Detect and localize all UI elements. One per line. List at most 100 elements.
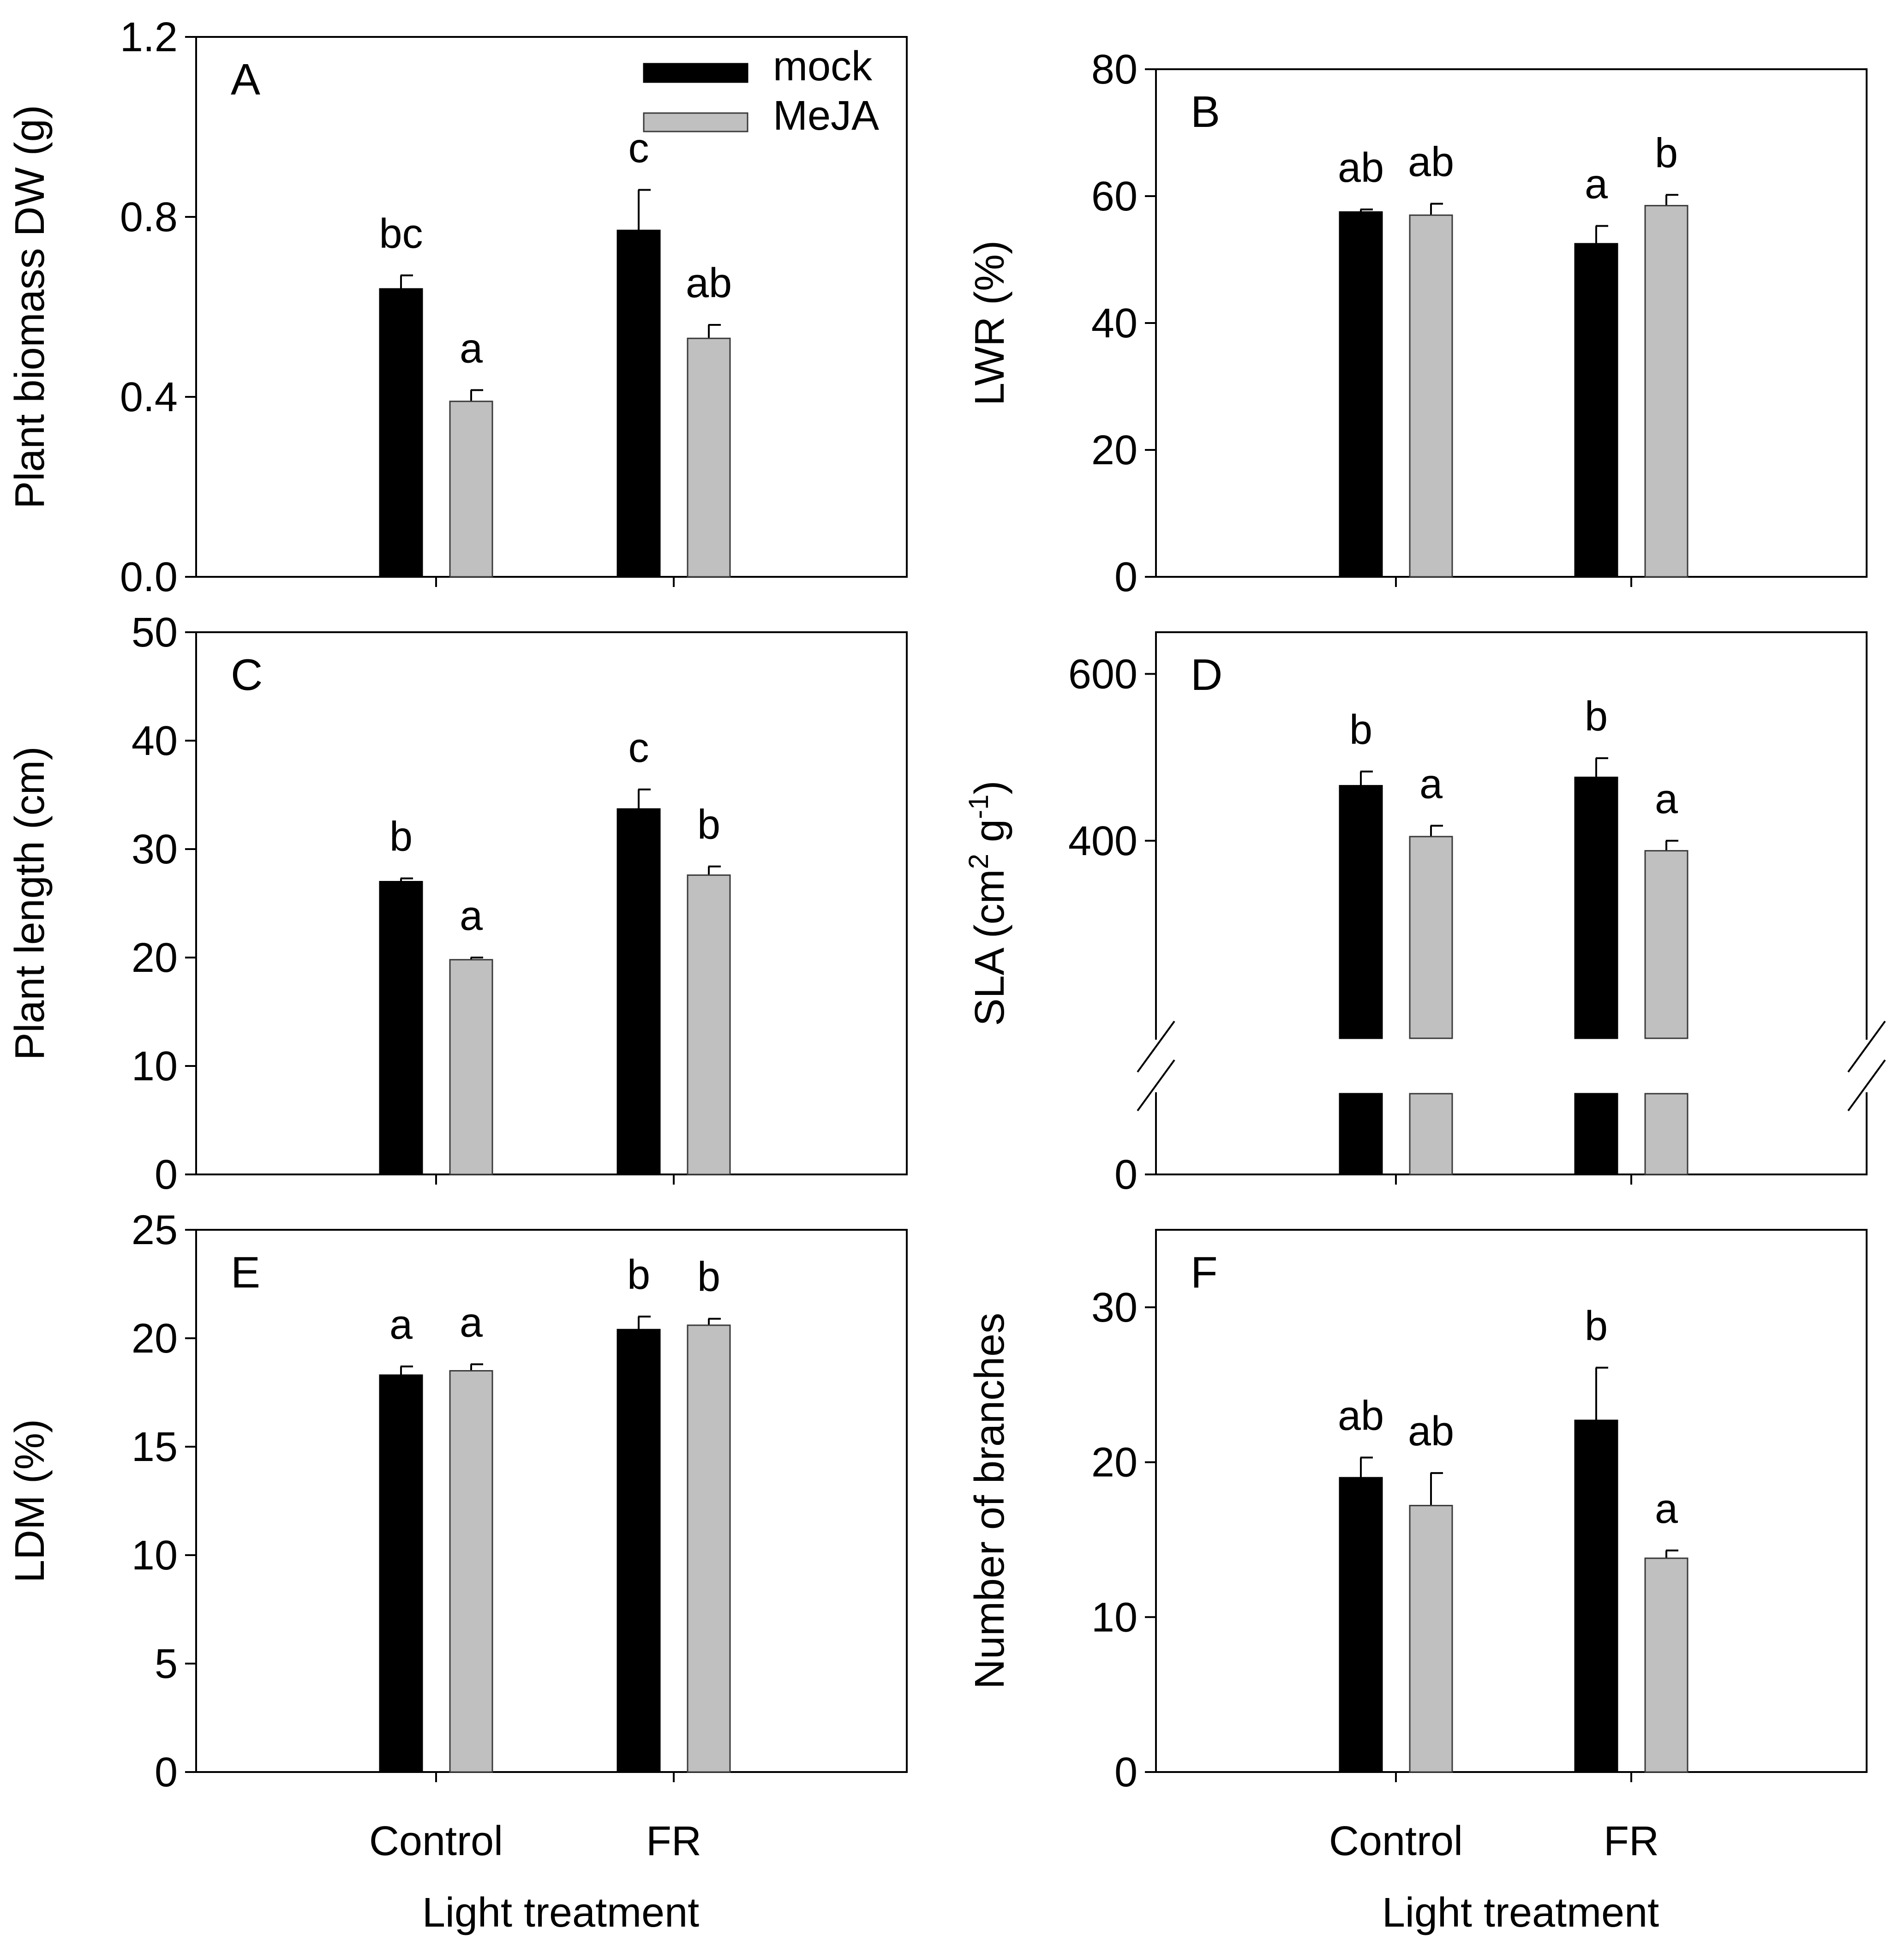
panel-a: 0.0 0.4 0.8 1.2 Plant biomass DW (g) bc c a ab A m… [7, 14, 908, 600]
significance-letter: bc [379, 211, 423, 257]
panel-letter: D [1191, 650, 1222, 700]
bar-meja-fr [687, 1324, 731, 1773]
significance-letter: a [460, 325, 483, 371]
x-tick-label: Control [369, 1818, 503, 1864]
y-axis-title: LDM (%) [7, 1419, 53, 1583]
plot-frame [1155, 1229, 1868, 1773]
y-tick-label: 30 [132, 826, 178, 873]
significance-letter: a [1655, 776, 1678, 822]
y-tick-label: 40 [1091, 300, 1138, 347]
plot-frame [1155, 631, 1868, 1175]
y-tick-label: 10 [132, 1043, 178, 1090]
y-tick-label: 60 [1091, 174, 1138, 220]
y-axis-title: Number of branches [967, 1313, 1013, 1689]
x-axis-title: Light treatment [1382, 1890, 1659, 1936]
y-tick-label: 0 [1114, 1152, 1138, 1198]
y-tick-label: 0.8 [120, 194, 178, 240]
significance-letter: b [1349, 707, 1372, 753]
bar-meja-control [1409, 1505, 1453, 1773]
significance-letter: ab [1408, 139, 1454, 186]
significance-letter: b [697, 1254, 720, 1300]
y-tick-label: 50 [132, 610, 178, 656]
bar-meja-fr-base [1644, 1093, 1688, 1175]
y-tick-label: 5 [155, 1641, 178, 1687]
x-tick-label: Control [1329, 1818, 1463, 1864]
y-axis-title: Plant biomass DW (g) [7, 105, 53, 509]
bar-mock-control [1339, 785, 1383, 1039]
significance-letter: c [629, 725, 649, 771]
plot-frame [195, 631, 908, 1175]
y-tick-label: 15 [132, 1424, 178, 1470]
axis-break-mark [1847, 1020, 1886, 1073]
bar-meja-control [449, 959, 493, 1175]
bar-mock-fr-base [1574, 1093, 1618, 1175]
bar-meja-fr [1644, 1557, 1688, 1773]
significance-letter: a [460, 1299, 483, 1346]
bar-mock-fr [1574, 1419, 1618, 1773]
bar-mock-control-base [1339, 1093, 1383, 1175]
y-axis-title: Plant length (cm) [7, 746, 53, 1060]
significance-letter: b [1585, 694, 1608, 740]
significance-letter: a [460, 893, 483, 939]
significance-letter: a [389, 1302, 413, 1348]
y-tick-label: 20 [132, 1316, 178, 1362]
plot-frame [195, 36, 908, 578]
y-tick-label: 30 [1091, 1285, 1138, 1331]
legend-label-mock: mock [773, 43, 873, 90]
bar-mock-fr [617, 1329, 661, 1773]
y-tick-label: 25 [132, 1207, 178, 1253]
significance-letter: a [1585, 162, 1608, 208]
bar-meja-control-base [1409, 1093, 1453, 1175]
legend-swatch-mock [643, 63, 748, 83]
panel-letter: F [1191, 1248, 1218, 1297]
y-tick-label: 0.4 [120, 374, 178, 420]
panel-letter: C [231, 650, 263, 700]
y-tick-label: 10 [132, 1533, 178, 1579]
y-tick-label: 0 [1114, 554, 1138, 600]
significance-letter: c [629, 126, 649, 172]
bar-mock-fr [617, 229, 661, 578]
y-tick-label: 20 [1091, 1440, 1138, 1486]
y-tick-label: 1.2 [120, 14, 178, 60]
axis-break-mark [1137, 1020, 1175, 1073]
bar-meja-control [449, 1370, 493, 1773]
significance-letter: a [1655, 1486, 1678, 1532]
legend-swatch-meja [643, 112, 748, 132]
bar-mock-control [379, 881, 423, 1175]
bar-mock-fr [1574, 777, 1618, 1039]
y-axis-title: LWR (%) [967, 240, 1013, 406]
x-tick-label: FR [646, 1818, 701, 1864]
y-axis-title: SLA (cm2 g-1) [963, 781, 1013, 1026]
panel-letter: E [231, 1248, 260, 1297]
y-tick-label: 80 [1091, 47, 1138, 93]
bar-meja-control [449, 401, 493, 578]
axis-break-mark [1137, 1059, 1175, 1112]
significance-letter: a [1419, 761, 1443, 807]
bar-meja-fr [687, 874, 731, 1175]
axis-break-gap [1153, 1040, 1869, 1092]
panel-b: 0 20 40 60 80 LWR (%) ab a ab b B [967, 47, 1868, 600]
bar-mock-fr [1574, 243, 1618, 578]
bar-mock-control [1339, 1477, 1383, 1773]
significance-letter: b [1585, 1303, 1608, 1349]
significance-letter: ab [1338, 1393, 1384, 1439]
bar-mock-fr [617, 808, 661, 1175]
plot-frame [195, 1229, 908, 1773]
axis-break-mark [1847, 1059, 1886, 1112]
bar-meja-fr [687, 337, 731, 578]
significance-letter: b [627, 1252, 650, 1298]
bar-mock-control [1339, 211, 1383, 578]
significance-letter: ab [1408, 1408, 1454, 1455]
y-tick-label: 0 [155, 1749, 178, 1796]
significance-letter: ab [686, 260, 732, 306]
y-tick-label: 0.0 [120, 554, 178, 600]
y-tick-label: 40 [132, 718, 178, 764]
panel-e: 0 5 10 15 20 25 LDM (%) a b a b E Control FR Light tre… [7, 1207, 908, 1936]
y-tick-label: 10 [1091, 1594, 1138, 1641]
significance-letter: b [1655, 130, 1678, 176]
panel-c: 0 10 20 30 40 50 Plant length (cm) b c a b C [7, 610, 908, 1198]
significance-letter: b [697, 802, 720, 848]
